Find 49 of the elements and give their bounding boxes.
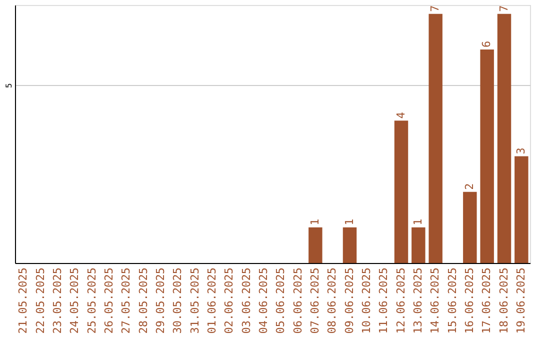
bar [308, 227, 322, 263]
bar [428, 14, 442, 263]
data-label: 6 [480, 40, 494, 48]
x-tick-label: 25.05.2025 [85, 268, 98, 334]
bar [480, 49, 494, 263]
bar [412, 227, 426, 263]
x-tick-label: 02.06.2025 [222, 268, 236, 334]
data-label: 7 [497, 5, 510, 12]
x-tick-label: 10.06.2025 [360, 268, 373, 334]
data-label: 7 [428, 5, 442, 12]
x-tick-label: 24.05.2025 [68, 268, 82, 334]
x-tick-label: 21.05.2025 [16, 268, 30, 334]
x-tick-label: 22.05.2025 [34, 268, 47, 334]
data-label: 1 [308, 218, 322, 226]
x-tick-label: 27.05.2025 [120, 268, 133, 334]
x-tick-label: 08.06.2025 [326, 268, 339, 334]
data-label: 2 [462, 183, 476, 190]
data-label: 1 [411, 218, 424, 226]
x-tick-label: 30.05.2025 [171, 268, 184, 334]
x-tick-label: 16.06.2025 [462, 268, 476, 334]
x-tick-label: 14.06.2025 [428, 268, 442, 334]
x-tick-label: 12.06.2025 [394, 268, 408, 334]
bar [463, 192, 477, 263]
x-tick-label: 31.05.2025 [188, 268, 202, 334]
x-tick-label: 04.06.2025 [256, 268, 270, 334]
data-label: 4 [394, 112, 408, 119]
bar [514, 156, 528, 263]
data-label: 1 [342, 218, 356, 226]
x-tick-label: 18.06.2025 [497, 268, 510, 334]
x-tick-label: 07.06.2025 [308, 268, 322, 334]
x-tick-label: 15.06.2025 [446, 268, 459, 334]
x-tick-label: 13.06.2025 [411, 268, 424, 334]
bar [497, 14, 512, 263]
x-tick-label: 09.06.2025 [342, 268, 356, 334]
x-tick-label: 26.05.2025 [102, 268, 116, 334]
x-tick-label: 05.06.2025 [274, 268, 288, 334]
x-tick-label: 29.05.2025 [154, 268, 167, 334]
x-tick-label: 03.06.2025 [240, 268, 253, 334]
x-tick-label: 01.06.2025 [205, 268, 218, 334]
bar [394, 120, 408, 263]
bar [342, 227, 357, 263]
x-tick-label: 28.05.2025 [136, 268, 150, 334]
x-tick-label: 23.05.2025 [50, 268, 64, 334]
x-tick-label: 11.06.2025 [377, 268, 390, 334]
data-label: 3 [514, 148, 528, 154]
x-tick-label: 17.06.2025 [480, 268, 494, 334]
x-tick-label: 06.06.2025 [291, 268, 304, 334]
y-tick-label: 5 [4, 82, 14, 88]
x-tick-label: 19.06.2025 [514, 268, 528, 334]
